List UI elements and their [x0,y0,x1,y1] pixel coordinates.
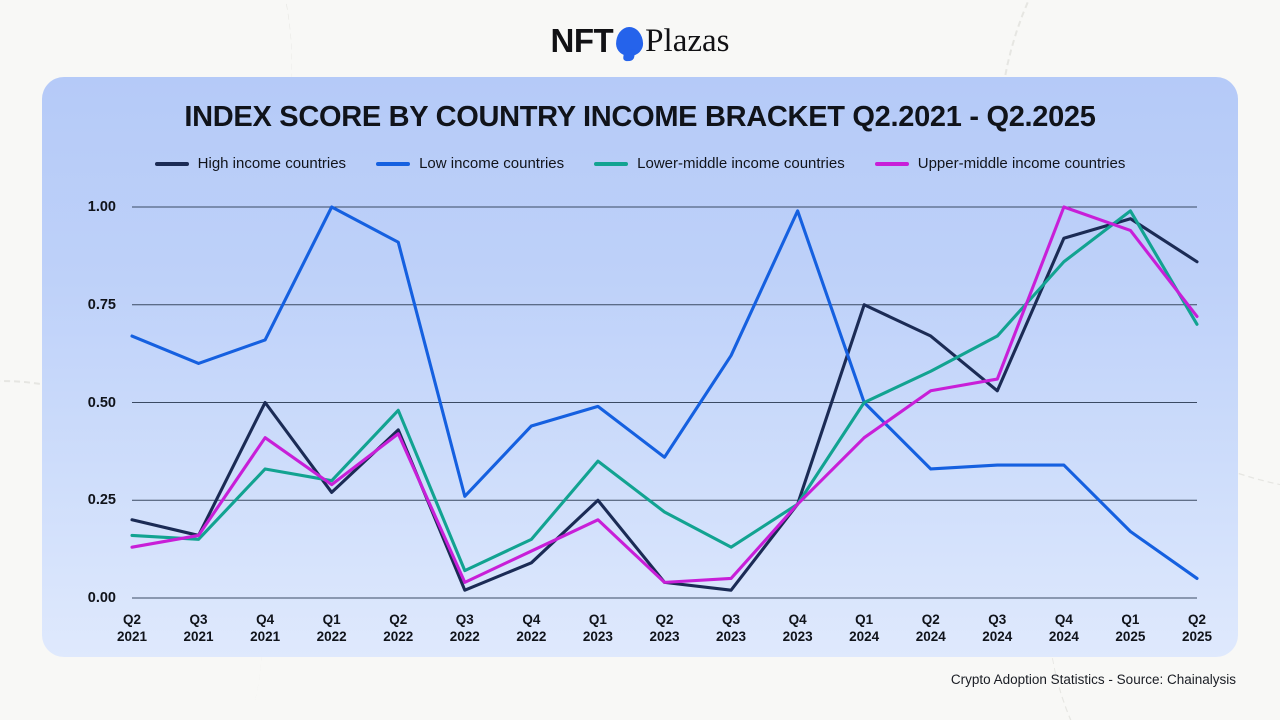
y-axis-tick-label: 0.75 [87,296,116,313]
x-tick-year: 2024 [982,628,1013,644]
x-tick-quarter: Q4 [256,612,275,627]
series-line-2 [130,209,1199,573]
y-axis-tick-label: 0.25 [87,492,116,509]
x-tick-year: 2023 [716,628,747,644]
x-axis-tick-label: Q3 2023 [699,612,763,645]
x-axis-tick-label: Q3 2021 [167,612,231,645]
x-tick-quarter: Q2 [389,612,408,627]
source-note: Crypto Adoption Statistics - Source: Cha… [950,672,1236,687]
brand-name-bold: NFT [550,22,614,59]
x-tick-year: 2021 [116,628,148,644]
x-tick-quarter: Q1 [855,612,874,627]
x-axis-tick-label: Q3 2022 [433,612,497,645]
x-tick-year: 2022 [316,628,347,644]
x-axis-tick-label: Q4 2021 [233,612,297,645]
x-tick-quarter: Q2 [1187,612,1206,627]
y-axis-tick-label: 0.00 [87,590,116,606]
x-tick-quarter: Q1 [1121,612,1140,627]
x-axis-tick-label: Q1 2024 [832,612,896,645]
x-axis-tick-label: Q2 2021 [100,612,164,645]
chart-card: INDEX SCORE BY COUNTRY INCOME BRACKET Q2… [42,77,1238,657]
chart-title: INDEX SCORE BY COUNTRY INCOME BRACKET Q2… [184,101,1096,133]
x-tick-year: 2023 [782,628,813,644]
x-tick-year: 2023 [649,628,680,644]
chart-legend: High income countries Low income countrie… [42,155,1238,172]
legend-label: Lower-middle income countries [637,155,845,172]
x-tick-quarter: Q3 [988,612,1007,627]
brand-name-light: Plazas [645,22,730,59]
legend-label: Low income countries [419,155,565,172]
series-line-3 [130,205,1199,584]
x-tick-quarter: Q4 [1054,612,1073,627]
x-tick-quarter: Q1 [322,612,341,627]
legend-color-swatch-icon [594,161,629,166]
x-tick-year: 2021 [250,628,281,644]
x-tick-quarter: Q2 [921,612,940,627]
x-tick-year: 2025 [1181,628,1213,644]
x-axis-tick-label: Q3 2024 [965,612,1029,645]
x-axis-tick-label: Q2 2025 [1165,612,1229,645]
y-axis-tick-label: 0.50 [87,394,116,411]
x-axis-tick-label: Q2 2022 [366,612,430,645]
x-tick-year: 2025 [1115,628,1146,644]
legend-color-swatch-icon [154,161,189,166]
nft-plazas-logo-icon [615,26,644,56]
x-tick-year: 2023 [582,628,613,644]
x-axis-tick-label: Q4 2024 [1032,612,1096,645]
brand-logo: NFT Plazas [0,22,1280,60]
x-tick-quarter: Q3 [455,612,474,627]
line-chart-svg [130,205,1199,599]
x-tick-quarter: Q3 [189,612,208,627]
legend-item[interactable]: Lower-middle income countries [594,155,845,172]
legend-label: High income countries [197,155,347,172]
x-tick-quarter: Q2 [122,612,141,627]
x-axis-tick-label: Q2 2023 [633,612,697,645]
x-tick-year: 2024 [915,628,946,644]
x-axis-tick-label: Q1 2022 [300,612,364,645]
x-axis-tick-label: Q1 2023 [566,612,630,645]
legend-label: Upper-middle income countries [917,155,1126,172]
x-tick-quarter: Q4 [788,612,807,627]
x-axis-tick-label: Q4 2022 [499,612,563,645]
legend-item[interactable]: High income countries [154,155,347,172]
y-axis-tick-label: 1.00 [87,199,116,215]
chart-plot-area: 0.00 0.25 0.50 0.75 1.00 Q2 2021 Q3 2021 Q4 2021 Q1… [42,77,1238,657]
legend-color-swatch-icon [376,161,411,166]
x-tick-year: 2022 [516,628,547,644]
x-axis-tick-label: Q1 2025 [1098,612,1162,645]
x-tick-quarter: Q4 [522,612,541,627]
x-tick-year: 2022 [383,628,414,644]
legend-item[interactable]: Low income countries [376,155,564,172]
x-tick-year: 2024 [1048,628,1079,644]
x-tick-quarter: Q3 [722,612,741,627]
x-tick-quarter: Q2 [655,612,674,627]
legend-item[interactable]: Upper-middle income countries [874,155,1126,172]
x-tick-quarter: Q1 [588,612,607,627]
x-tick-year: 2021 [183,628,214,644]
legend-color-swatch-icon [874,161,909,166]
x-tick-year: 2024 [849,628,880,644]
x-tick-year: 2022 [449,628,480,644]
x-axis-tick-label: Q2 2024 [899,612,963,645]
x-axis-tick-label: Q4 2023 [766,612,830,645]
series-line-1 [130,205,1199,581]
